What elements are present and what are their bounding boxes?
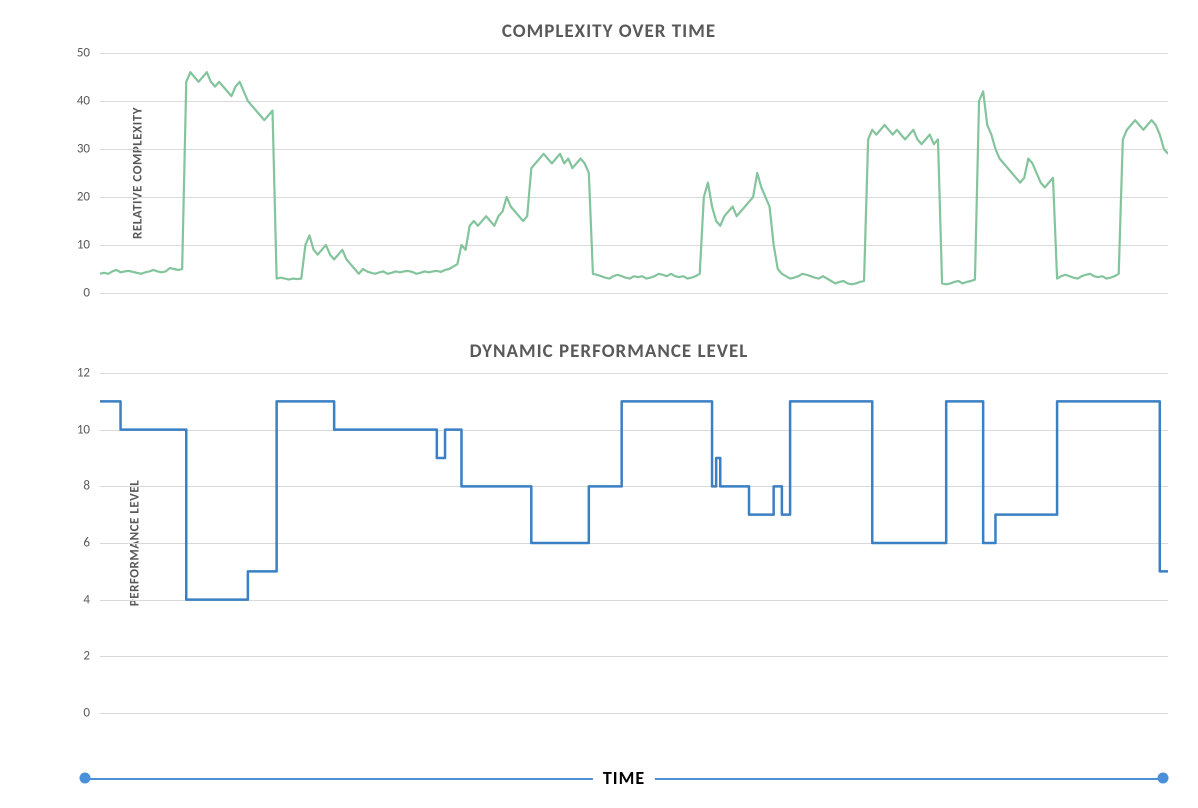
chart1-yaxis: 01020304050 [55,53,95,293]
chart1-title: COMPLEXITY OVER TIME [50,20,1168,43]
complexity-chart: COMPLEXITY OVER TIME RELATIVE COMPLEXITY… [50,20,1168,300]
chart1-line [100,53,1168,293]
performance-chart: DYNAMIC PERFORMANCE LEVEL PERFORMANCE LE… [50,340,1168,720]
time-axis-start-dot [80,773,91,784]
time-axis-label: TIME [593,767,655,789]
chart2-line [100,373,1168,713]
chart1-plot: RELATIVE COMPLEXITY 01020304050 [100,53,1168,293]
chart2-yaxis: 024681012 [55,373,95,713]
time-axis: TIME [85,768,1163,788]
chart2-plot: PERFORMANCE LEVEL 024681012 [100,373,1168,713]
chart2-title: DYNAMIC PERFORMANCE LEVEL [50,340,1168,363]
time-axis-end-dot [1158,773,1169,784]
